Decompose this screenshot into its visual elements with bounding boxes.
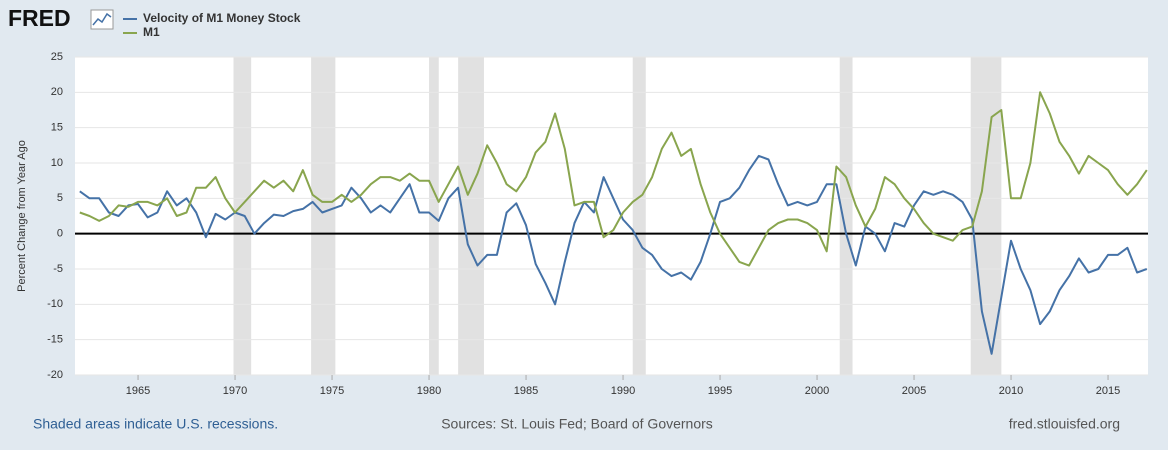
- recession-band: [632, 57, 646, 375]
- recession-band: [311, 57, 336, 375]
- series-line: [79, 91, 1148, 267]
- logo: FRED: [8, 5, 71, 31]
- x-tick-label: 2015: [1096, 385, 1120, 397]
- y-tick-label: 5: [57, 192, 63, 204]
- y-tick-label: 20: [51, 86, 63, 98]
- x-tick-label: 1985: [514, 385, 538, 397]
- y-tick-label: 25: [51, 51, 63, 63]
- y-tick-label: 10: [51, 157, 63, 169]
- x-tick-label: 2005: [902, 385, 926, 397]
- sources-note: Sources: St. Louis Fed; Board of Governo…: [441, 416, 713, 432]
- recession-note: Shaded areas indicate U.S. recessions.: [33, 416, 278, 432]
- logo-icon: [90, 9, 114, 30]
- recession-band: [839, 57, 853, 375]
- y-axis-title: Percent Change from Year Ago: [16, 140, 28, 292]
- x-tick-label: 1995: [708, 385, 732, 397]
- legend-label: Velocity of M1 Money Stock: [143, 11, 301, 25]
- x-tick-label: 2000: [805, 385, 829, 397]
- x-tick-label: 1990: [611, 385, 635, 397]
- series-line: [79, 154, 1148, 355]
- y-tick-label: 0: [57, 228, 63, 240]
- y-tick-label: 15: [51, 122, 63, 134]
- y-tick-label: -20: [47, 369, 63, 381]
- x-tick-label: 1980: [417, 385, 441, 397]
- legend-label: M1: [143, 25, 160, 39]
- y-tick-label: -5: [53, 263, 63, 275]
- site-note: fred.stlouisfed.org: [1009, 416, 1120, 432]
- x-tick-label: 1970: [223, 385, 247, 397]
- y-tick-label: -15: [47, 334, 63, 346]
- x-tick-label: 1975: [320, 385, 344, 397]
- x-tick-label: 2010: [999, 385, 1023, 397]
- x-tick-label: 1965: [126, 385, 150, 397]
- y-tick-label: -10: [47, 298, 63, 310]
